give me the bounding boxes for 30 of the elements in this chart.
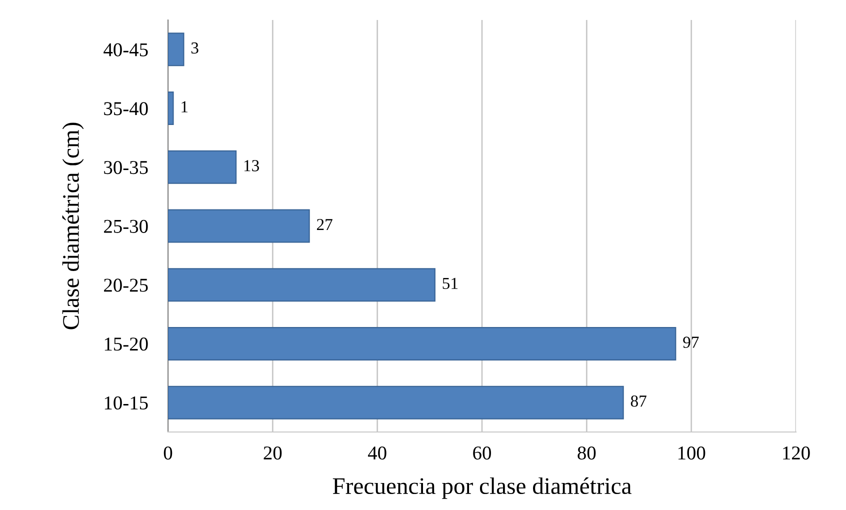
x-axis-title: Frecuencia por clase diamétrica — [332, 477, 632, 499]
bar — [168, 32, 184, 66]
data-label: 3 — [191, 42, 198, 54]
data-label: 51 — [442, 278, 458, 290]
data-label: 97 — [683, 336, 699, 348]
bar — [168, 92, 174, 126]
y-axis-title: Clase diamétrica (cm) — [62, 122, 84, 330]
bar — [168, 209, 310, 243]
data-label: 13 — [244, 160, 259, 172]
x-tick-label: 40 — [368, 446, 386, 460]
data-label: 1 — [182, 101, 188, 112]
y-tick-label: 40-45 — [104, 43, 148, 56]
y-tick-label: 35-40 — [104, 102, 148, 116]
y-tick-label: 15-20 — [104, 338, 148, 351]
bar — [168, 326, 676, 360]
x-tick-label: 100 — [678, 446, 706, 460]
y-tick-label: 25-30 — [104, 220, 148, 233]
x-tick-label: 120 — [783, 446, 810, 460]
bar — [168, 386, 624, 420]
x-tick-label: 60 — [473, 446, 491, 460]
bar — [168, 150, 237, 184]
data-label: 27 — [316, 218, 332, 230]
x-tick-label: 0 — [164, 446, 172, 460]
x-tick-label: 20 — [264, 446, 282, 460]
bar — [168, 268, 436, 302]
x-tick-label: 80 — [578, 446, 596, 460]
y-tick-label: 10-15 — [104, 396, 148, 410]
y-tick-label: 30-35 — [104, 160, 148, 174]
y-tick-label: 20-25 — [104, 278, 148, 292]
data-label: 87 — [630, 395, 646, 407]
